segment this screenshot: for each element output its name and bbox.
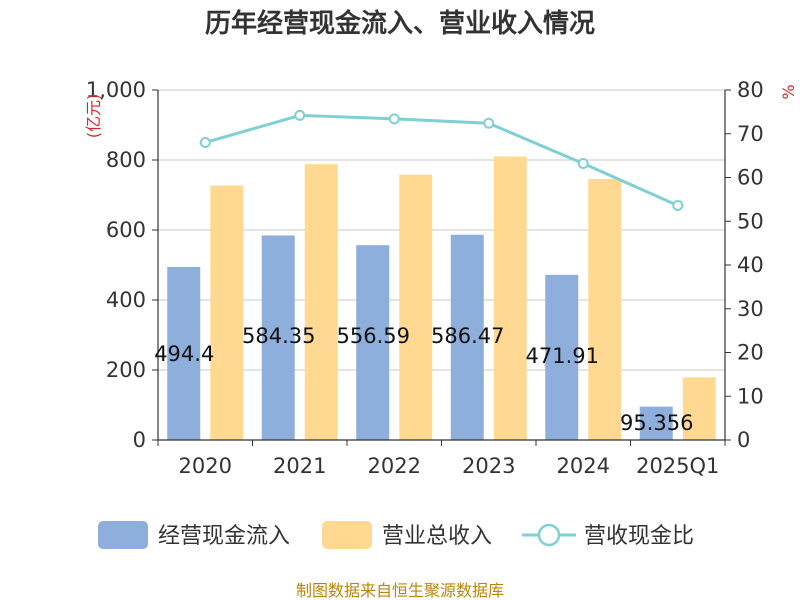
bar-cash-inflow[interactable] bbox=[545, 274, 579, 440]
right-tick-label: 20 bbox=[737, 341, 764, 365]
bar-cash-inflow[interactable] bbox=[356, 245, 390, 440]
left-tick-label: 1,000 bbox=[86, 78, 146, 102]
right-tick-label: 80 bbox=[737, 78, 764, 102]
ratio-polyline bbox=[204, 113, 679, 207]
axes: 0 200 400 600 800 1,000 0 10 20 30 40 50 60 70 80 (亿元)%… bbox=[84, 78, 798, 478]
left-tick-label: 600 bbox=[106, 218, 146, 242]
right-tick-label: 60 bbox=[737, 166, 764, 190]
right-tick-label: 0 bbox=[737, 428, 750, 452]
x-tick-label: 2023 bbox=[462, 454, 515, 478]
legend-label-cash-inflow[interactable]: 经营现金流入 bbox=[158, 524, 290, 549]
legend-marker-ratio[interactable] bbox=[537, 523, 561, 547]
right-tick-label: 70 bbox=[737, 122, 764, 146]
x-tick-label: 2020 bbox=[179, 454, 232, 478]
grid bbox=[158, 89, 725, 371]
x-tick-label: 2022 bbox=[368, 454, 421, 478]
bar-cash-inflow[interactable] bbox=[167, 266, 201, 440]
right-axis-unit: % bbox=[779, 84, 798, 99]
data-label-cash-inflow: 556.59 bbox=[337, 324, 410, 348]
data-label-cash-inflow: 586.47 bbox=[431, 324, 504, 348]
bar-revenue[interactable] bbox=[304, 164, 338, 440]
right-tick-label: 40 bbox=[737, 253, 764, 277]
bar-revenue[interactable] bbox=[210, 185, 244, 440]
right-tick-label: 10 bbox=[737, 384, 764, 408]
ratio-point[interactable] bbox=[577, 158, 589, 169]
left-axis-unit: (亿元) bbox=[84, 94, 103, 139]
x-tick-label: 2024 bbox=[557, 454, 610, 478]
bar-cash-inflow[interactable] bbox=[639, 406, 673, 440]
ratio-point[interactable] bbox=[672, 200, 684, 211]
left-tick-label: 0 bbox=[133, 428, 146, 452]
ratio-line bbox=[199, 109, 684, 211]
bar-revenue[interactable] bbox=[399, 174, 433, 440]
source-note: 制图数据来自恒生聚源数据库 bbox=[296, 581, 504, 600]
right-tick-label: 50 bbox=[737, 209, 764, 233]
right-tick-label: 30 bbox=[737, 297, 764, 321]
x-tick-label: 2025Q1 bbox=[636, 454, 719, 478]
legend-swatch-revenue[interactable] bbox=[322, 521, 372, 549]
legend-label-revenue[interactable]: 营业总收入 bbox=[382, 524, 492, 549]
chart-title: 历年经营现金流入、营业收入情况 bbox=[205, 8, 595, 39]
ratio-point[interactable] bbox=[483, 117, 495, 129]
bar-revenue[interactable] bbox=[682, 377, 716, 440]
ratio-point[interactable] bbox=[388, 113, 400, 125]
x-tick-label: 2021 bbox=[273, 454, 326, 478]
legend-swatch-cash-inflow[interactable] bbox=[98, 521, 148, 549]
data-label-cash-inflow: 471.91 bbox=[526, 344, 599, 368]
left-tick-label: 400 bbox=[106, 288, 146, 312]
bar-revenue[interactable] bbox=[493, 156, 527, 441]
bar-cash-inflow[interactable] bbox=[450, 234, 484, 440]
left-tick-label: 800 bbox=[106, 148, 146, 172]
ratio-point[interactable] bbox=[294, 109, 306, 121]
data-label-cash-inflow: 584.35 bbox=[242, 324, 315, 348]
bars bbox=[167, 156, 716, 441]
left-tick-label: 200 bbox=[106, 358, 146, 382]
legend-label-ratio[interactable]: 营收现金比 bbox=[584, 524, 694, 549]
ratio-point[interactable] bbox=[199, 137, 211, 148]
bar-cash-inflow[interactable] bbox=[261, 235, 295, 440]
data-label-cash-inflow: 494.4 bbox=[154, 342, 214, 366]
legend[interactable]: 经营现金流入 营业总收入 营收现金比 bbox=[98, 521, 694, 549]
data-labels: 494.4 584.35 556.59 586.47 471.91 95.356 bbox=[154, 324, 693, 435]
bar-revenue[interactable] bbox=[588, 178, 622, 440]
data-label-cash-inflow: 95.356 bbox=[620, 411, 693, 435]
